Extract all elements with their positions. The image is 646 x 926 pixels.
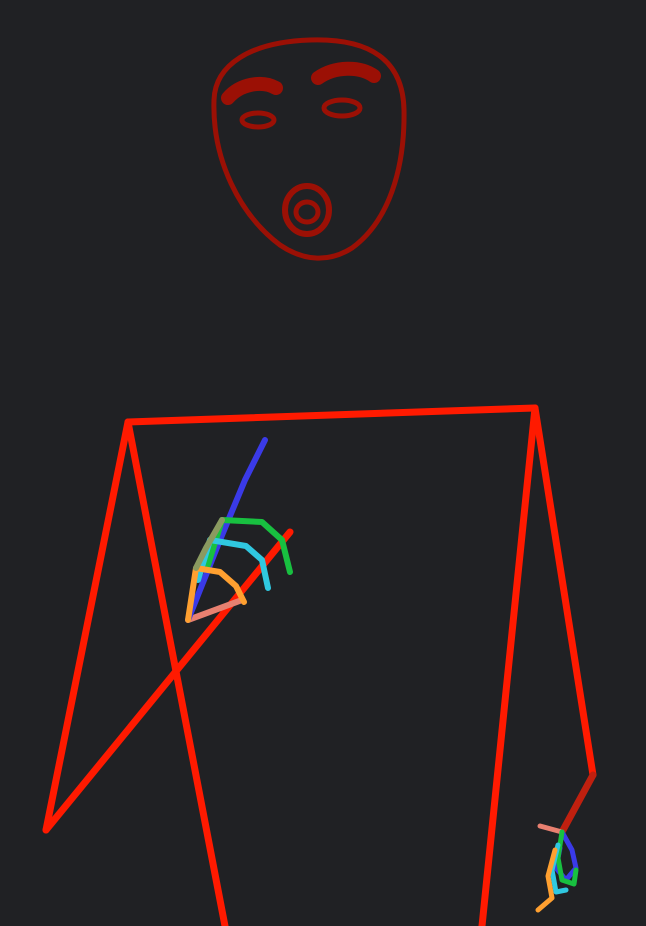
left-upper-arm [42,418,132,834]
left-hand-palm-line [185,597,245,623]
body [42,404,597,926]
left-hand [185,437,293,623]
right-hand-pinky-finger [535,847,558,913]
left-hand-middle-finger [205,517,293,575]
left-hand-thumb-link [193,517,225,571]
right-upper-arm [531,404,597,779]
right-hand [535,823,579,913]
left-forearm [42,528,294,834]
shoulder-line [124,404,539,426]
face [211,37,407,261]
face-outline [211,37,407,261]
right-eyebrow [311,61,381,85]
left-eyebrow [221,76,283,105]
left-hand-pinky-finger [185,565,247,623]
right-eye [321,97,363,119]
right-hand-thumb [537,823,565,835]
mouth-inner [293,199,321,225]
right-forearm[interactable] [558,771,597,836]
left-hand-index-finger [185,437,268,623]
right-hand-index-finger [553,829,579,883]
left-eye [239,110,277,130]
right-torso-line [478,404,539,926]
mouth-outer [282,183,332,237]
